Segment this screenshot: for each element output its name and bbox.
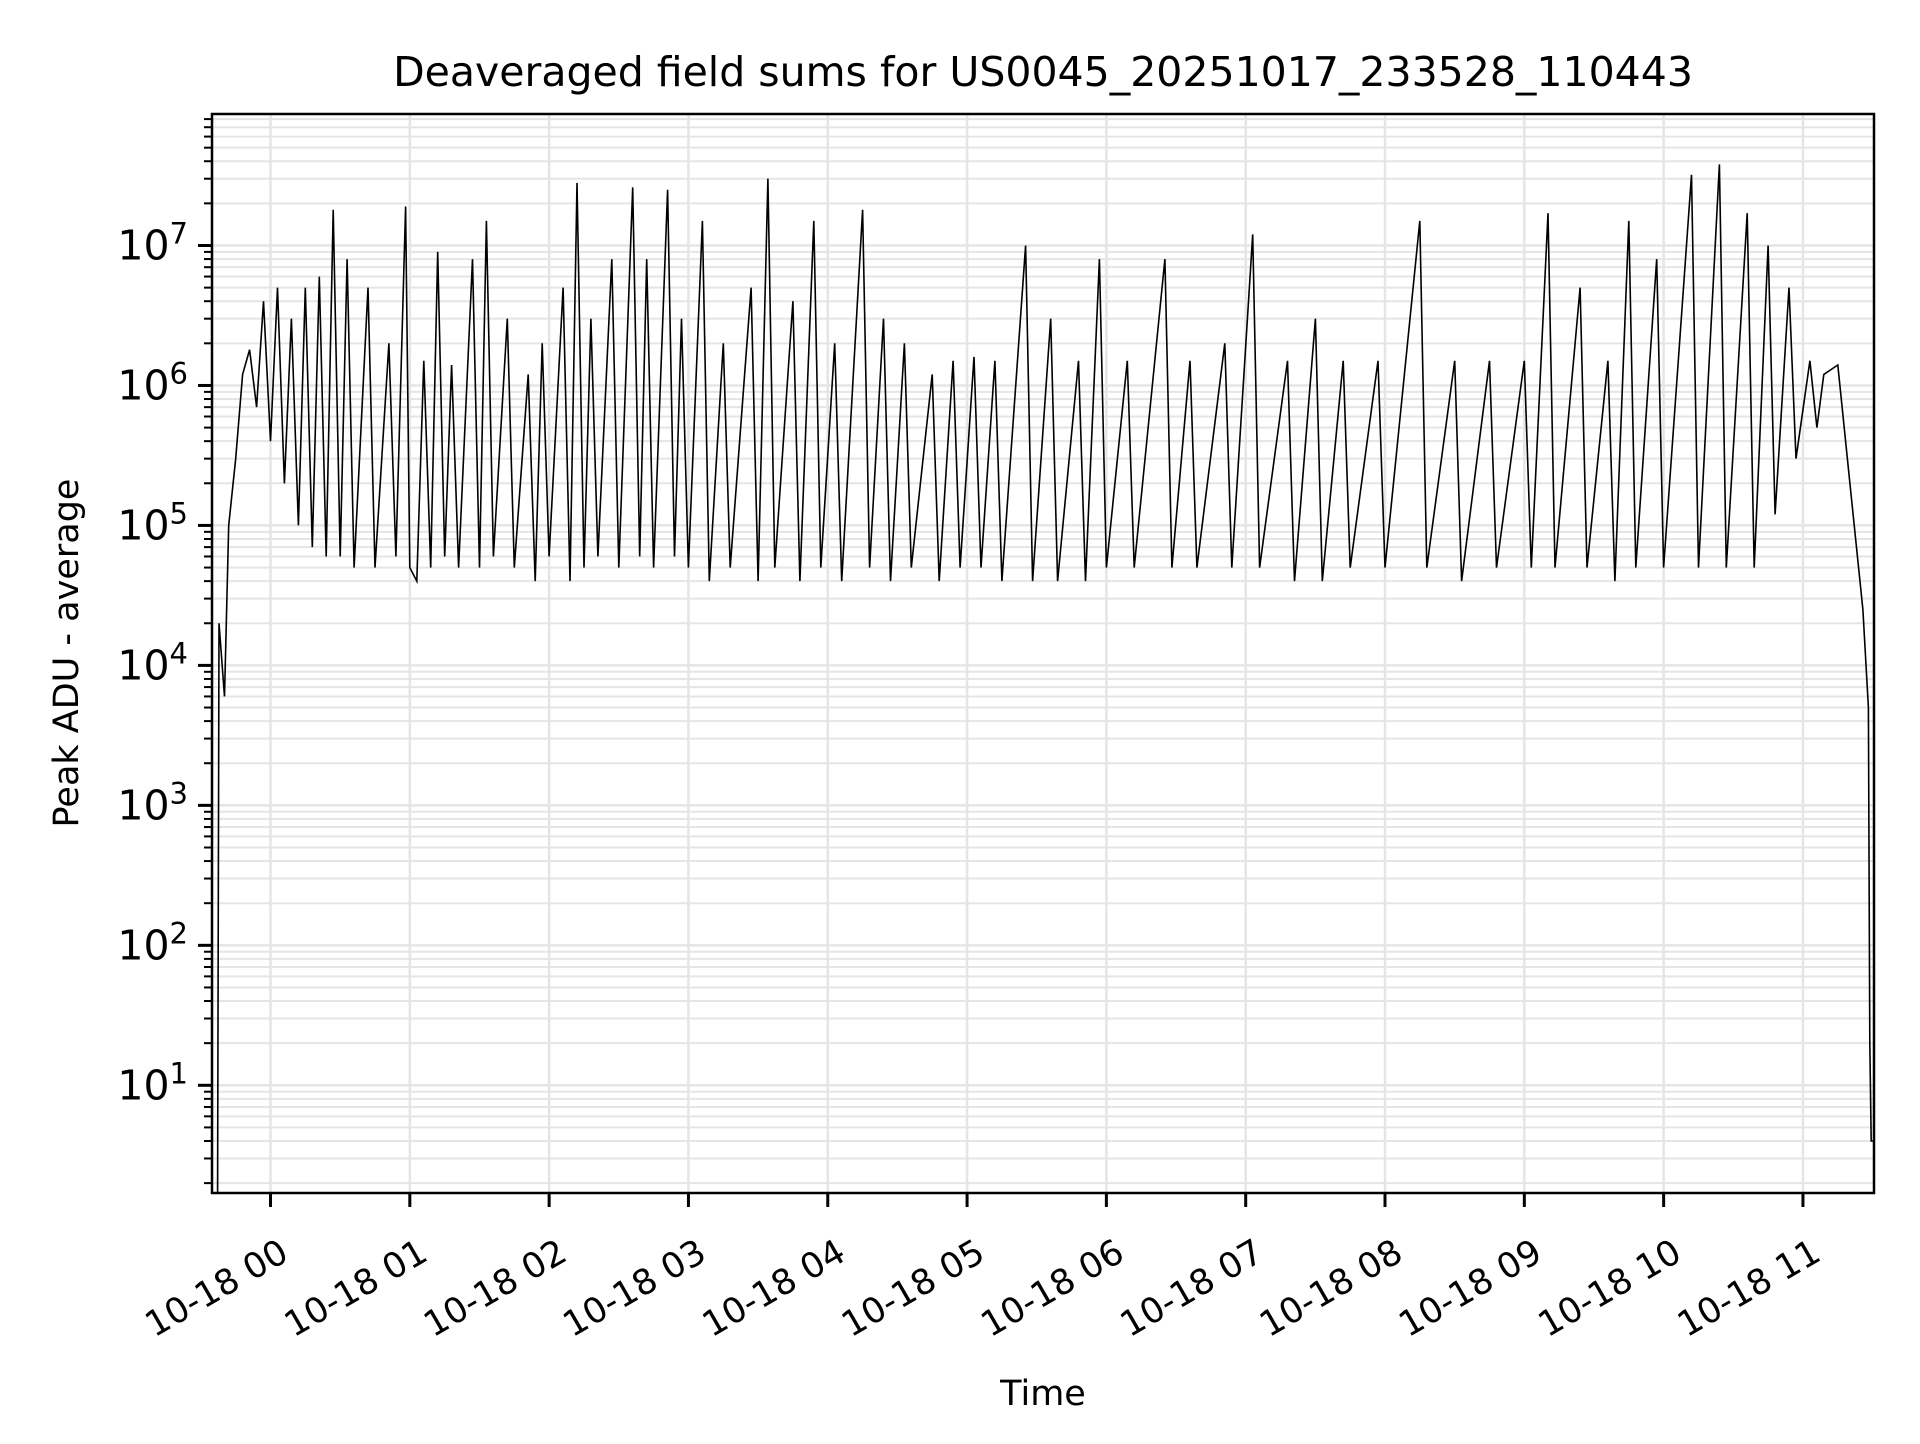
x-tick-label: 10-18 04 [696,1232,852,1345]
y-tick-label: 104 [117,636,188,689]
plot-area [216,164,1874,1193]
x-tick-label: 10-18 08 [1253,1232,1409,1345]
grid [212,114,1874,1193]
x-tick-label: 10-18 06 [975,1232,1131,1345]
x-tick-label: 10-18 10 [1532,1232,1688,1345]
y-tick-label: 106 [117,356,188,409]
x-tick-label: 10-18 01 [278,1232,434,1345]
x-tick-label: 10-18 09 [1393,1232,1549,1345]
y-tick-label: 102 [117,916,188,969]
x-tick-label: 10-18 02 [417,1232,573,1345]
chart-title: Deaveraged field sums for US0045_2025101… [393,48,1693,96]
x-tick-label: 10-18 05 [835,1232,991,1345]
y-tick-label: 107 [117,216,188,269]
y-tick-label: 101 [117,1056,188,1109]
axes-frame [210,112,1876,1195]
x-tick-label: 10-18 00 [139,1232,295,1345]
data-line [216,164,1874,1193]
x-axis-label: Time [999,1374,1086,1414]
x-tick-label: 10-18 03 [557,1232,713,1345]
x-tick-label: 10-18 11 [1671,1232,1827,1345]
y-tick-label: 103 [117,776,188,829]
y-tick-label: 105 [117,496,188,549]
x-tick-label: 10-18 07 [1114,1232,1270,1345]
y-axis-label: Peak ADU - average [47,479,87,828]
